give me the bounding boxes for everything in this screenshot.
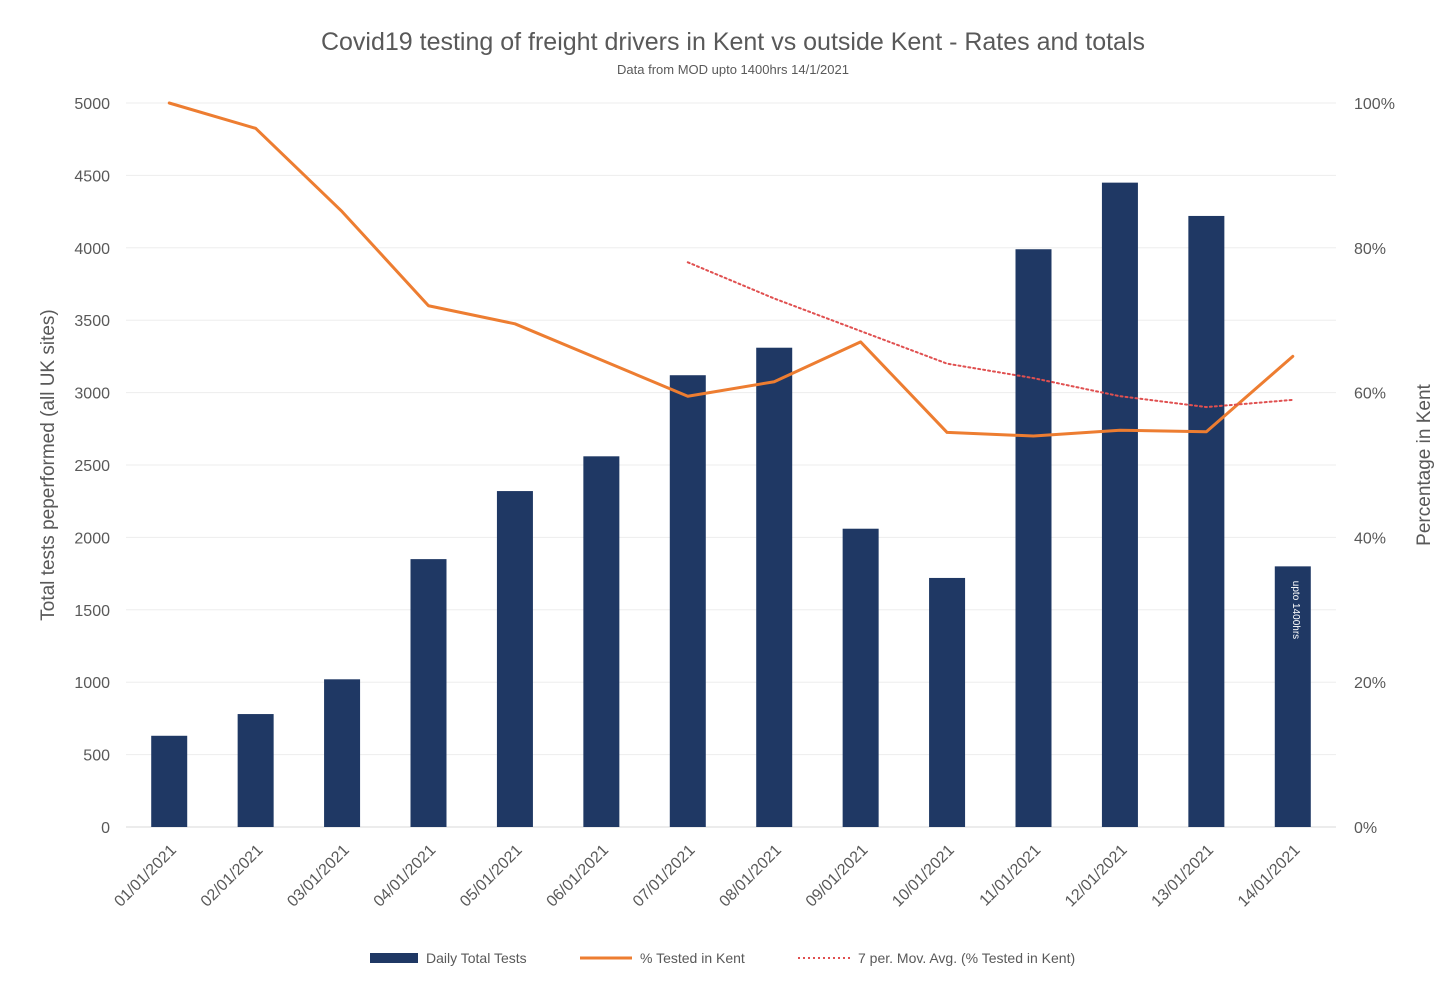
y2-tick-label: 80% xyxy=(1354,241,1386,258)
y-tick-label: 1000 xyxy=(74,675,110,692)
y-tick-label: 3500 xyxy=(74,313,110,330)
bar xyxy=(1274,566,1311,827)
chart-title: Covid19 testing of freight drivers in Ke… xyxy=(321,28,1145,56)
legend-item: 7 per. Mov. Avg. (% Tested in Kent) xyxy=(798,950,1075,966)
bar xyxy=(324,679,361,827)
moving-average-line xyxy=(686,261,1294,409)
bar xyxy=(237,714,274,827)
y-tick-label: 2000 xyxy=(74,530,110,547)
left-axis-title: Total tests peperformed (all UK sites) xyxy=(38,309,59,621)
legend-label: % Tested in Kent xyxy=(640,950,745,966)
y2-tick-label: 0% xyxy=(1354,820,1377,837)
y2-tick-label: 20% xyxy=(1354,675,1386,692)
bar xyxy=(1101,182,1138,827)
bar-annotation: upto 1400hrs xyxy=(1290,581,1301,639)
y-tick-label: 500 xyxy=(83,748,110,765)
bar-series xyxy=(151,182,1311,828)
bar xyxy=(842,528,879,827)
line-series xyxy=(167,101,1295,438)
legend-item: Daily Total Tests xyxy=(370,950,527,966)
bar xyxy=(756,347,793,827)
bar xyxy=(669,375,706,827)
y-tick-label: 5000 xyxy=(74,96,110,113)
y-tick-label: 3000 xyxy=(74,386,110,403)
y2-tick-label: 60% xyxy=(1354,386,1386,403)
bar xyxy=(929,577,966,827)
bar xyxy=(496,491,533,827)
bar xyxy=(1188,215,1225,828)
bar xyxy=(583,456,620,827)
legend-label: 7 per. Mov. Avg. (% Tested in Kent) xyxy=(858,950,1075,966)
legend-label: Daily Total Tests xyxy=(426,950,527,966)
y2-tick-label: 100% xyxy=(1354,96,1395,113)
legend-swatch xyxy=(370,953,418,963)
legend-item: % Tested in Kent xyxy=(580,950,745,966)
right-axis-ticks: 0% 20% 40% 60% 80% 100% xyxy=(1354,96,1395,837)
y-tick-label: 0 xyxy=(101,820,110,837)
y-tick-label: 1500 xyxy=(74,603,110,620)
y-tick-label: 4000 xyxy=(74,241,110,258)
annotations: upto 1400hrs xyxy=(1290,581,1301,639)
right-axis-title: Percentage in Kent xyxy=(1414,383,1435,545)
y-tick-label: 4500 xyxy=(74,168,110,185)
bar xyxy=(1015,249,1052,828)
left-axis-ticks: 0 500 1000 1500 2000 2500 3000 3500 4000 4500 5000 xyxy=(74,96,110,837)
y2-tick-label: 40% xyxy=(1354,530,1386,547)
bar xyxy=(151,735,188,827)
legend: Daily Total Tests % Tested in Kent 7 per. … xyxy=(370,950,1075,966)
bar xyxy=(410,559,447,827)
percentage-line xyxy=(167,101,1295,438)
chart-subtitle: Data from MOD upto 1400hrs 14/1/2021 xyxy=(617,62,849,77)
y-tick-label: 2500 xyxy=(74,458,110,475)
